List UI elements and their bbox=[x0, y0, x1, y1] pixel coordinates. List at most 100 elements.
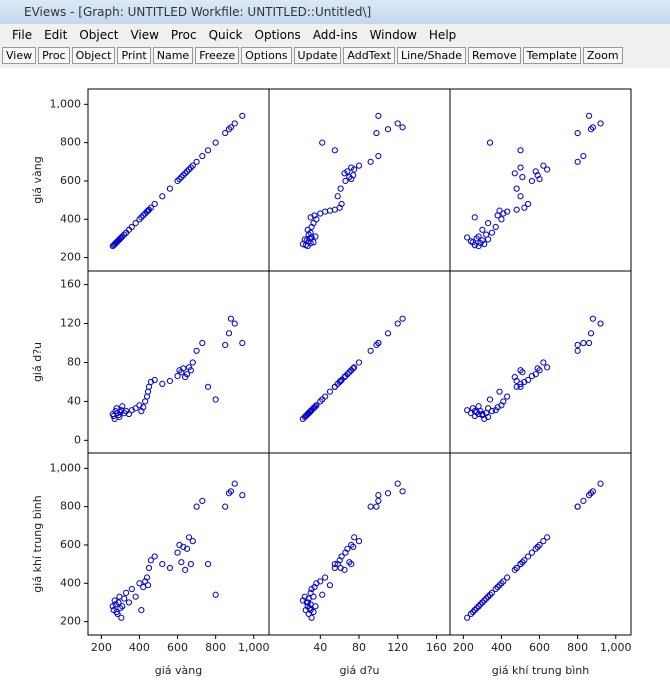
menu-item[interactable]: Proc bbox=[170, 28, 197, 42]
y-tick-label: 40 bbox=[67, 394, 81, 407]
panel bbox=[87, 88, 270, 272]
toolbar-button[interactable]: Print bbox=[117, 47, 151, 64]
point bbox=[312, 233, 319, 240]
point bbox=[394, 320, 401, 327]
window-title: EViews - [Graph: UNTITLED Workfile: UNTI… bbox=[24, 5, 372, 19]
point bbox=[580, 339, 587, 347]
point bbox=[199, 152, 206, 160]
point bbox=[189, 162, 196, 169]
toolbar-button[interactable]: Proc bbox=[38, 47, 70, 64]
point bbox=[399, 315, 406, 322]
point bbox=[355, 359, 363, 366]
point bbox=[384, 126, 392, 133]
title-bar: EViews - [Graph: UNTITLED Workfile: UNTI… bbox=[0, 0, 670, 24]
point bbox=[119, 403, 126, 410]
point bbox=[525, 200, 532, 208]
point bbox=[536, 367, 543, 374]
point bbox=[373, 503, 380, 510]
point bbox=[350, 172, 357, 179]
point bbox=[125, 410, 133, 418]
toolbar: View Proc Object Print Name Freeze Options Upda… bbox=[0, 46, 670, 68]
point bbox=[488, 408, 496, 415]
point bbox=[519, 369, 526, 376]
toolbar-button[interactable]: Options bbox=[241, 47, 292, 64]
point bbox=[464, 614, 471, 621]
point bbox=[511, 566, 518, 573]
point bbox=[310, 220, 317, 227]
point bbox=[132, 220, 139, 227]
menu-item[interactable]: Help bbox=[428, 28, 457, 42]
menu-item[interactable]: Quick bbox=[208, 28, 243, 42]
point bbox=[121, 595, 128, 602]
point bbox=[394, 120, 401, 127]
point bbox=[504, 393, 511, 400]
y-tick-label: 400 bbox=[60, 576, 81, 589]
point bbox=[485, 220, 492, 227]
x-tick-label: 160 bbox=[426, 641, 447, 654]
menu-item[interactable]: Options bbox=[254, 28, 301, 42]
point bbox=[517, 561, 524, 568]
point bbox=[494, 404, 501, 411]
point bbox=[337, 377, 344, 385]
x-tick-label: 80 bbox=[352, 641, 366, 654]
point bbox=[183, 371, 191, 378]
x-tick-label: 200 bbox=[453, 641, 474, 654]
point bbox=[331, 561, 338, 568]
toolbar-button[interactable]: Update bbox=[293, 47, 342, 64]
y-tick-label: 160 bbox=[60, 278, 81, 291]
point bbox=[334, 561, 341, 568]
point bbox=[488, 229, 496, 236]
toolbar-button[interactable]: Template bbox=[522, 47, 581, 64]
point bbox=[532, 371, 539, 378]
point bbox=[311, 212, 318, 219]
point bbox=[471, 606, 478, 614]
point bbox=[121, 231, 128, 238]
x-tick-label: 400 bbox=[491, 641, 512, 654]
point bbox=[384, 330, 392, 337]
point bbox=[479, 599, 486, 606]
point bbox=[151, 376, 158, 384]
point bbox=[140, 212, 147, 219]
point bbox=[118, 614, 125, 621]
toolbar-button[interactable]: Line/Shade bbox=[396, 47, 467, 64]
menu-item[interactable]: View bbox=[130, 28, 159, 42]
menu-item[interactable]: Object bbox=[79, 28, 119, 42]
point bbox=[132, 405, 139, 412]
point bbox=[532, 545, 539, 552]
point bbox=[589, 124, 596, 131]
point bbox=[331, 564, 338, 572]
menu-item[interactable]: Edit bbox=[44, 28, 68, 42]
point bbox=[367, 158, 374, 165]
point bbox=[299, 415, 306, 423]
point bbox=[473, 235, 480, 242]
point bbox=[117, 235, 124, 242]
x-tick-label: 40 bbox=[313, 641, 327, 654]
toolbar-button[interactable]: Zoom bbox=[582, 47, 623, 64]
x-tick-label: 600 bbox=[167, 641, 188, 654]
point bbox=[204, 147, 212, 154]
point bbox=[475, 233, 482, 240]
y-tick-label: 400 bbox=[60, 212, 81, 225]
toolbar-button[interactable]: Remove bbox=[468, 47, 521, 64]
point bbox=[544, 534, 551, 541]
menu-item[interactable]: Window bbox=[369, 28, 417, 42]
point bbox=[326, 207, 334, 214]
point bbox=[587, 490, 595, 497]
toolbar-button[interactable]: View bbox=[2, 47, 37, 64]
toolbar-button[interactable]: AddText bbox=[343, 47, 395, 64]
point bbox=[185, 166, 193, 173]
point bbox=[504, 208, 511, 215]
menu-item[interactable]: File bbox=[12, 28, 33, 42]
toolbar-button[interactable]: Name bbox=[152, 47, 194, 64]
point bbox=[304, 226, 311, 233]
point bbox=[498, 580, 505, 587]
point bbox=[336, 378, 343, 386]
toolbar-button[interactable]: Freeze bbox=[195, 47, 240, 64]
point bbox=[312, 403, 319, 410]
menu-item[interactable]: Add-ins bbox=[312, 28, 358, 42]
point bbox=[492, 223, 499, 231]
point bbox=[174, 549, 181, 556]
toolbar-button[interactable]: Object bbox=[71, 47, 116, 64]
point bbox=[307, 408, 314, 415]
point bbox=[239, 112, 246, 119]
